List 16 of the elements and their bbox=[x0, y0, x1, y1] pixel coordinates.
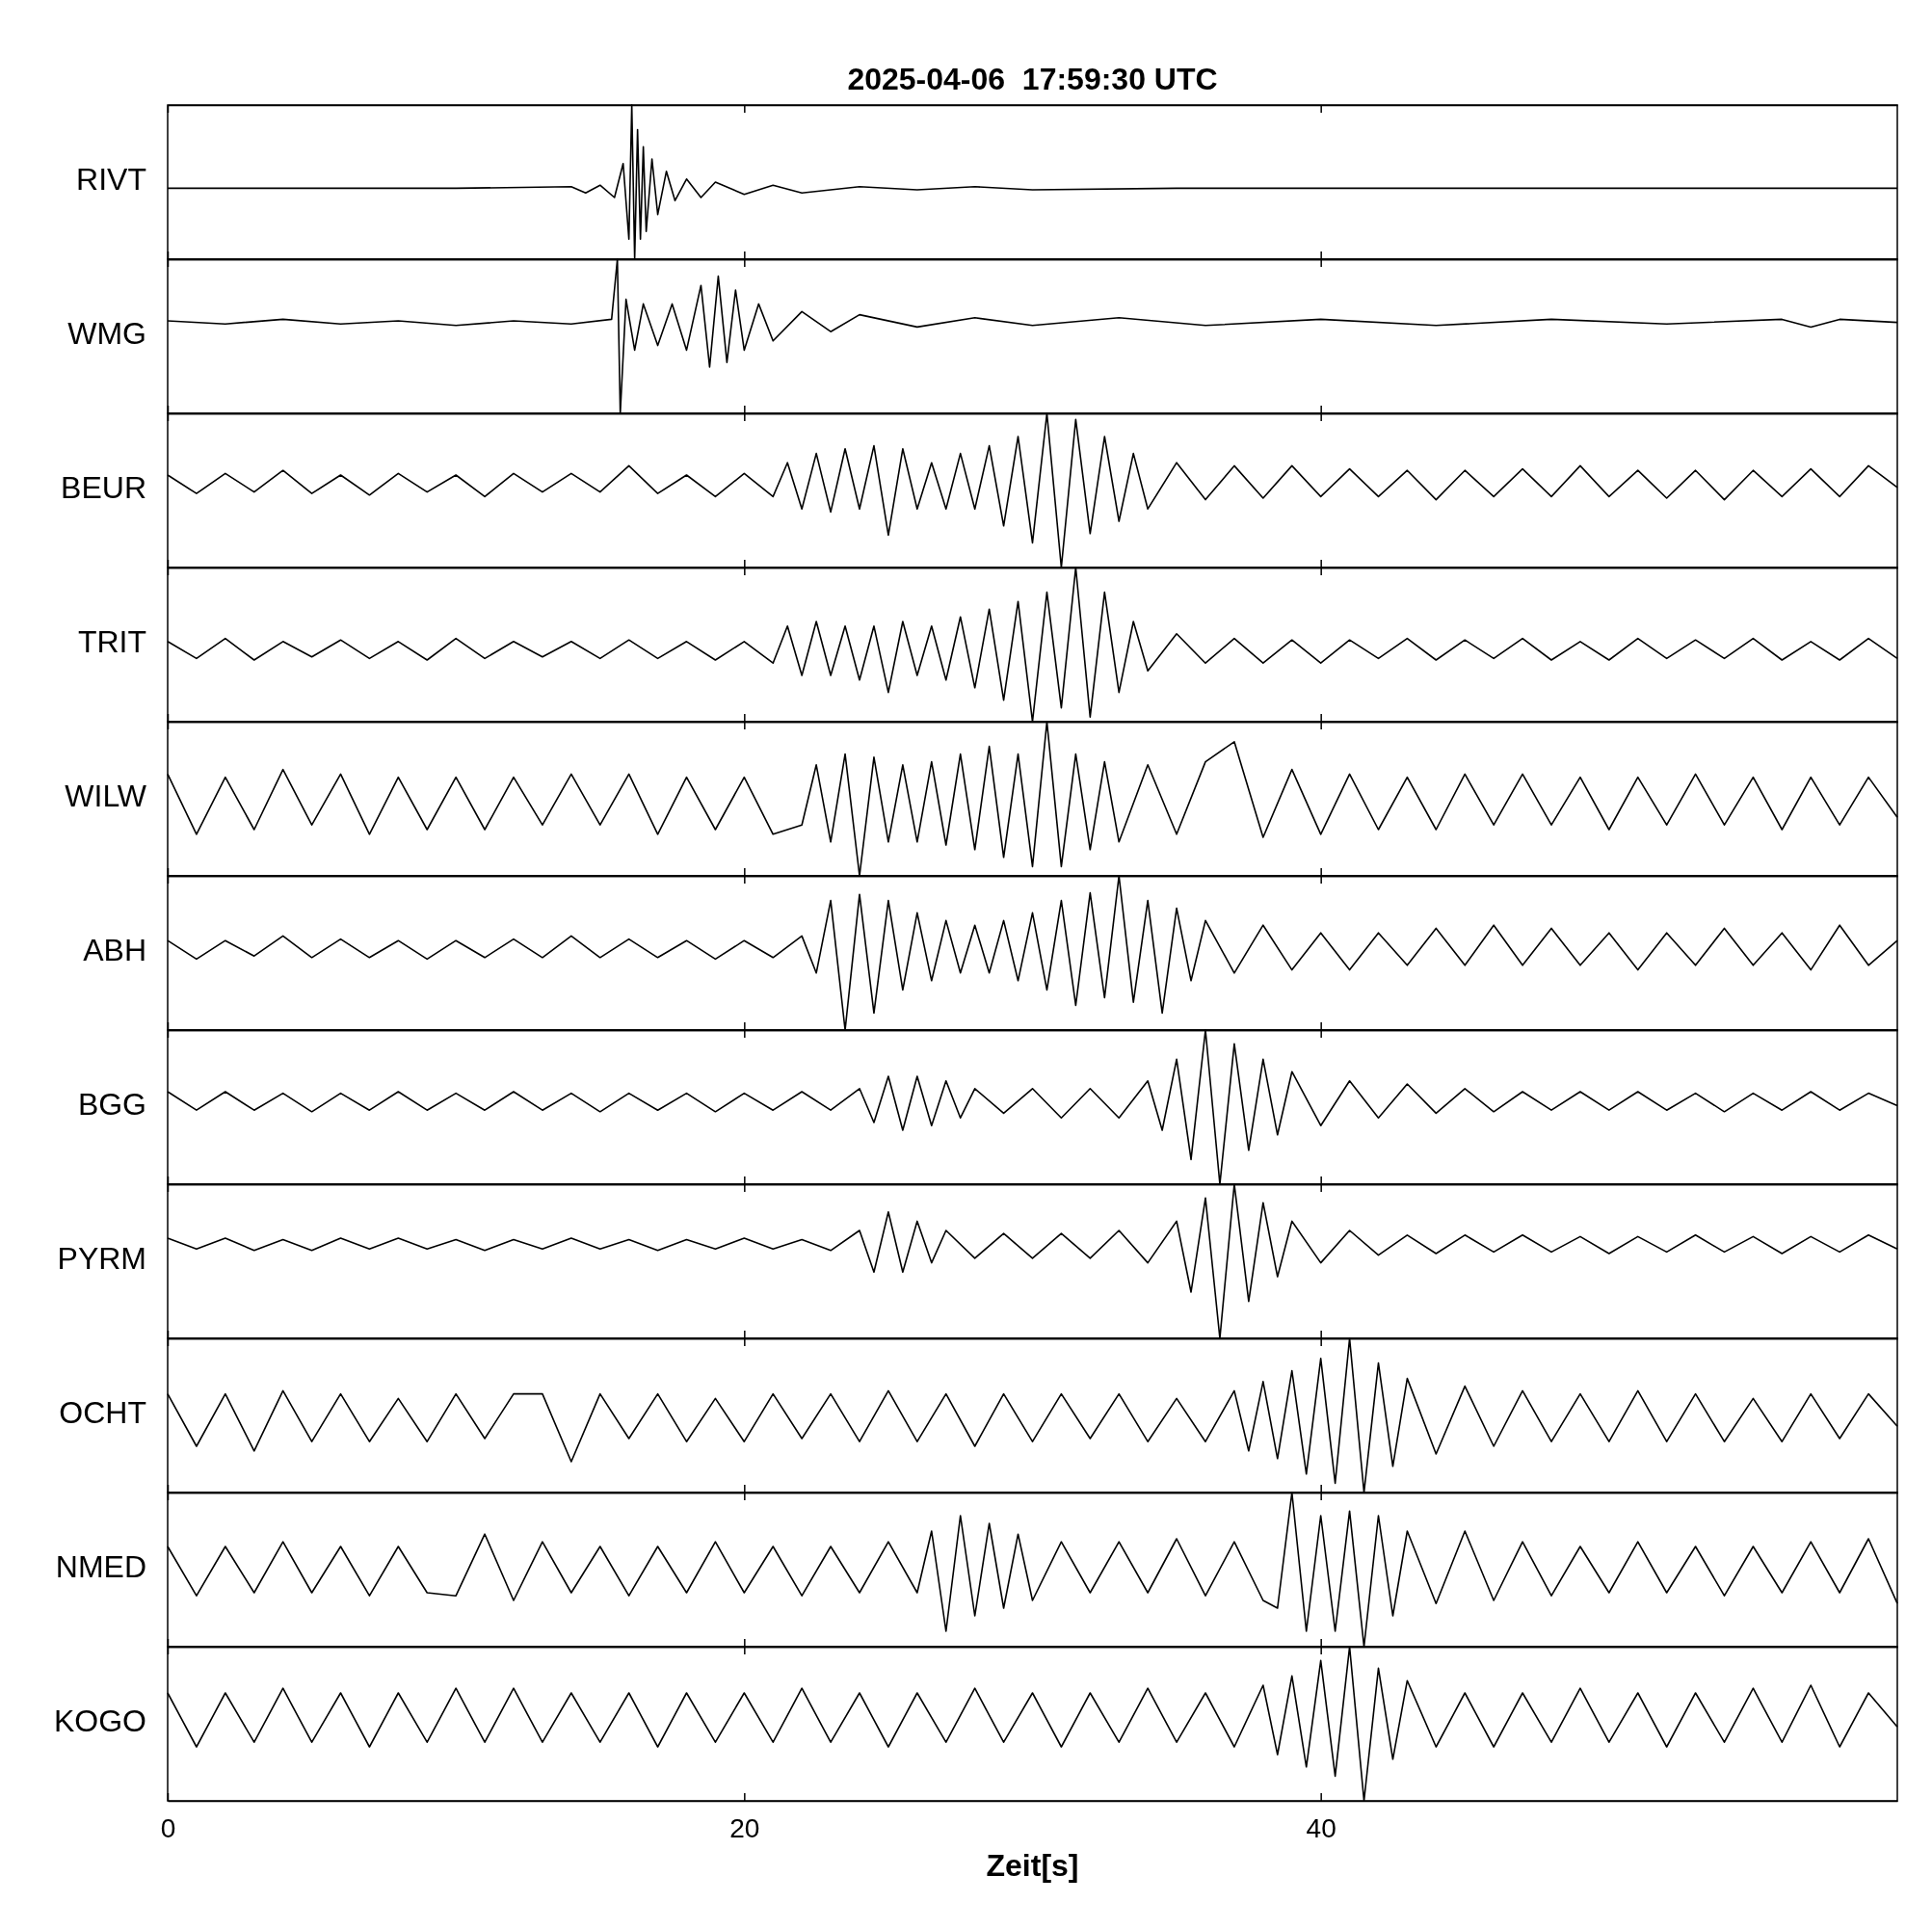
y-axis-title: NMED bbox=[55, 1549, 146, 1585]
x-tick-label: 0 bbox=[160, 1812, 176, 1843]
chart-title: 2025-04-06 17:59:30 UTC bbox=[847, 62, 1218, 96]
y-axis-title: PYRM bbox=[57, 1241, 146, 1277]
y-axis-title: OCHT bbox=[59, 1395, 146, 1431]
y-axis-title: TRIT bbox=[77, 624, 146, 660]
y-axis-title: BGG bbox=[77, 1087, 146, 1123]
y-axis-title: BEUR bbox=[61, 470, 146, 506]
y-axis-title: ABH bbox=[83, 933, 146, 968]
y-axis-title: WMG bbox=[67, 316, 146, 352]
y-axis-title: RIVT bbox=[76, 162, 146, 198]
y-axis-title: KOGO bbox=[53, 1704, 146, 1739]
x-tick-label: 20 bbox=[729, 1812, 760, 1843]
x-axis-title: Zeit[s] bbox=[986, 1848, 1079, 1883]
x-tick-label: 40 bbox=[1306, 1812, 1337, 1843]
y-axis-title: WILW bbox=[65, 779, 147, 814]
